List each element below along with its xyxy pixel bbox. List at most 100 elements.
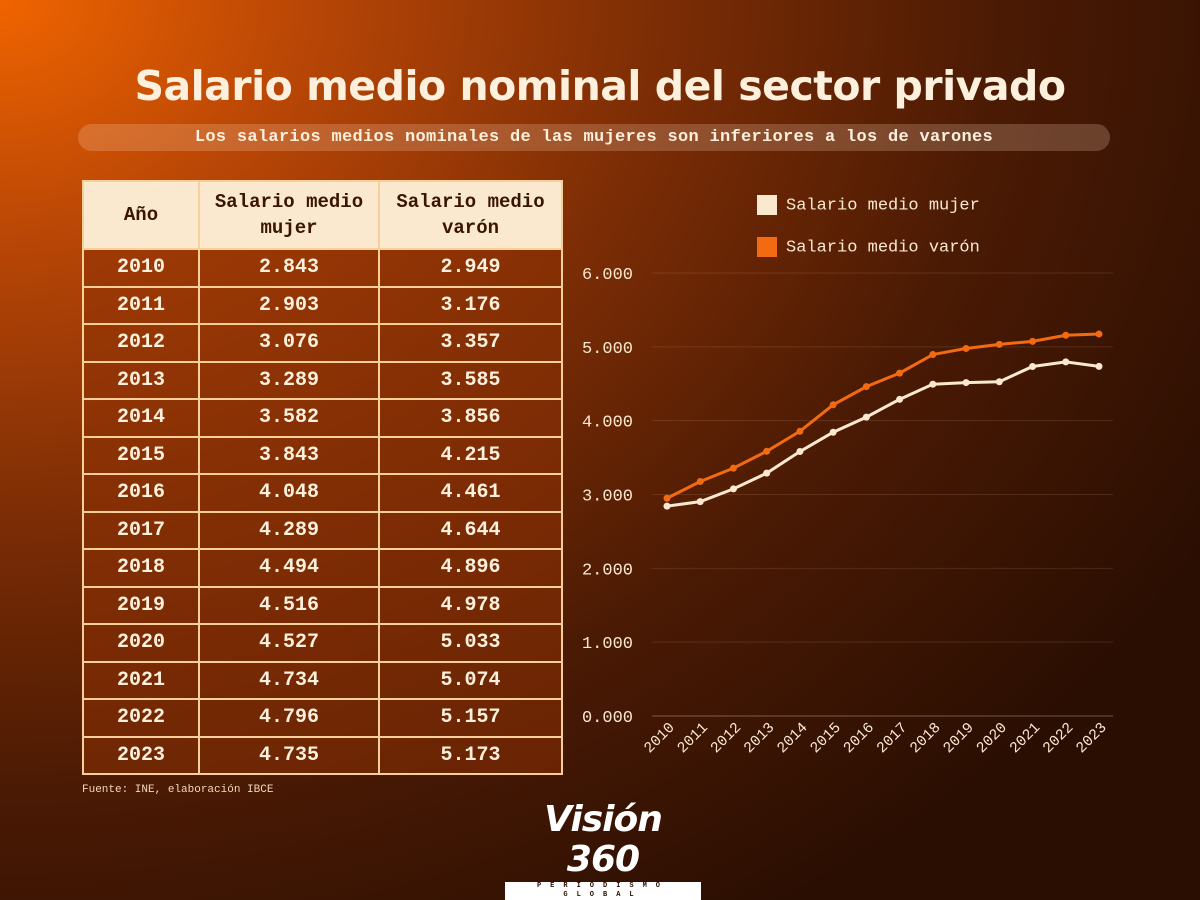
x-tick-label: 2019 (940, 720, 977, 757)
cell-men: 5.157 (378, 698, 563, 738)
header-women: Salario medio mujer (198, 180, 380, 250)
y-tick-label: 6.000 (582, 266, 633, 285)
data-point (829, 428, 837, 436)
source-note: Fuente: INE, elaboración IBCE (82, 784, 274, 796)
table-row: 2011 2.903 3.176 (82, 285, 563, 325)
data-point (896, 395, 904, 403)
table-row: 2014 3.582 3.856 (82, 398, 563, 438)
y-tick-label: 3.000 (582, 488, 633, 507)
data-point (796, 427, 804, 435)
cell-year: 2020 (82, 623, 200, 663)
cell-men: 4.896 (378, 548, 563, 588)
y-tick-label: 4.000 (582, 414, 633, 433)
cell-women: 2.903 (198, 285, 380, 325)
logo-name: Visión 360 (544, 799, 663, 880)
table-row: 2012 3.076 3.357 (82, 323, 563, 363)
table-header-row: Año Salario medio mujer Salario medio va… (82, 180, 563, 250)
cell-men: 3.856 (378, 398, 563, 438)
x-tick-label: 2017 (874, 720, 911, 757)
cell-year: 2016 (82, 473, 200, 513)
header-men: Salario medio varón (378, 180, 563, 250)
cell-women: 4.735 (198, 735, 380, 775)
data-point (729, 485, 737, 493)
data-point (829, 401, 837, 409)
cell-women: 2.843 (198, 248, 380, 288)
data-point (962, 344, 970, 352)
cell-year: 2021 (82, 660, 200, 700)
data-point (763, 447, 771, 455)
data-point (962, 379, 970, 387)
page-title: Salario medio nominal del sector privado (134, 62, 1066, 110)
logo-tagline: PERIODISMO GLOBAL (505, 882, 701, 900)
x-tick-label: 2022 (1040, 720, 1077, 757)
x-tick-label: 2020 (973, 720, 1010, 757)
data-point (995, 340, 1003, 348)
cell-men: 4.978 (378, 585, 563, 625)
y-tick-label: 5.000 (582, 340, 633, 359)
data-point (862, 383, 870, 391)
legend-label: Salario medio mujer (786, 196, 980, 216)
legend-swatch (757, 195, 777, 215)
data-point (763, 469, 771, 477)
logo: Visión 360 PERIODISMO GLOBAL (503, 800, 703, 900)
cell-year: 2014 (82, 398, 200, 438)
table-row: 2023 4.735 5.173 (82, 735, 563, 775)
data-point (796, 448, 804, 456)
cell-women: 3.076 (198, 323, 380, 363)
cell-women: 4.527 (198, 623, 380, 663)
x-tick-label: 2015 (807, 720, 844, 757)
y-tick-label: 1.000 (582, 635, 633, 654)
cell-men: 4.644 (378, 510, 563, 550)
salary-table: Año Salario medio mujer Salario medio va… (82, 180, 563, 775)
table-row: 2010 2.843 2.949 (82, 248, 563, 288)
cell-men: 4.215 (378, 435, 563, 475)
data-point (896, 369, 904, 377)
x-tick-label: 2023 (1073, 720, 1110, 757)
data-point (929, 351, 937, 359)
data-point (696, 498, 704, 506)
data-point (1029, 362, 1037, 370)
cell-women: 4.796 (198, 698, 380, 738)
cell-year: 2023 (82, 735, 200, 775)
data-point (663, 502, 671, 510)
data-point (995, 378, 1003, 386)
table-row: 2020 4.527 5.033 (82, 623, 563, 663)
cell-year: 2022 (82, 698, 200, 738)
cell-women: 4.516 (198, 585, 380, 625)
cell-women: 3.582 (198, 398, 380, 438)
data-point (1062, 331, 1070, 339)
x-tick-label: 2011 (674, 720, 711, 757)
legend-label: Salario medio varón (786, 238, 980, 258)
cell-women: 4.734 (198, 660, 380, 700)
cell-year: 2011 (82, 285, 200, 325)
x-tick-label: 2018 (907, 720, 944, 757)
data-point (1062, 358, 1070, 366)
table-row: 2013 3.289 3.585 (82, 360, 563, 400)
cell-men: 3.176 (378, 285, 563, 325)
legend-swatch (757, 237, 777, 257)
data-point (663, 494, 671, 502)
table-row: 2017 4.289 4.644 (82, 510, 563, 550)
x-tick-label: 2021 (1007, 720, 1044, 757)
subtitle: Los salarios medios nominales de las muj… (78, 124, 1110, 151)
cell-women: 3.289 (198, 360, 380, 400)
data-point (1029, 337, 1037, 345)
cell-year: 2018 (82, 548, 200, 588)
cell-year: 2012 (82, 323, 200, 363)
x-tick-label: 2014 (774, 720, 811, 757)
cell-year: 2013 (82, 360, 200, 400)
cell-year: 2015 (82, 435, 200, 475)
cell-men: 4.461 (378, 473, 563, 513)
cell-men: 2.949 (378, 248, 563, 288)
cell-women: 3.843 (198, 435, 380, 475)
cell-women: 4.494 (198, 548, 380, 588)
table-row: 2021 4.734 5.074 (82, 660, 563, 700)
y-tick-label: 2.000 (582, 561, 633, 580)
series-line-women (666, 360, 1100, 508)
data-point (729, 464, 737, 472)
series-line-men (666, 332, 1100, 500)
y-tick-label: 0.000 (582, 709, 633, 728)
data-point (929, 380, 937, 388)
data-point (696, 478, 704, 486)
legend-item-women: Salario medio mujer (757, 195, 980, 215)
